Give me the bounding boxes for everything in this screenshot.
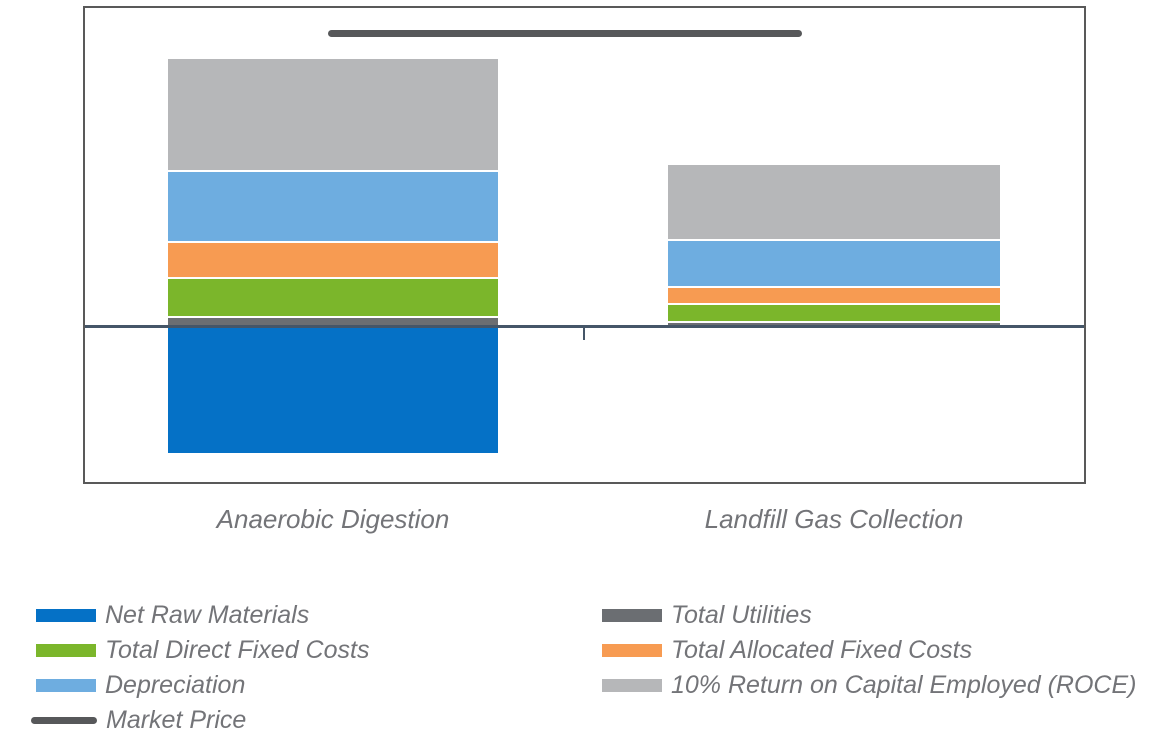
legend-left-column: Net Raw Materials Total Direct Fixed Cos… (31, 598, 369, 738)
bar-segment-depreciation[interactable] (168, 172, 498, 241)
bar-segment-10-return-on-capital-employed-roce[interactable] (168, 59, 498, 170)
legend-item-total-allocated-fixed-costs[interactable]: Total Allocated Fixed Costs (602, 633, 1136, 668)
legend-item-market-price[interactable]: Market Price (31, 703, 369, 738)
legend-swatch-depreciation (36, 679, 96, 692)
legend-label: Depreciation (105, 671, 246, 699)
legend-label: Market Price (106, 706, 247, 734)
category-label-anaerobic-digestion: Anaerobic Digestion (216, 504, 450, 534)
bar-segment-total-direct-fixed-costs[interactable] (668, 305, 1000, 321)
bar-segment-10-return-on-capital-employed-roce[interactable] (668, 165, 1000, 239)
legend-swatch-net-raw-materials (36, 609, 96, 622)
legend-label: Total Direct Fixed Costs (105, 636, 370, 664)
bar-segment-total-allocated-fixed-costs[interactable] (168, 243, 498, 277)
legend-swatch-total-utilities (602, 609, 662, 622)
legend-item-depreciation[interactable]: Depreciation (36, 668, 369, 703)
legend-label: Total Allocated Fixed Costs (671, 636, 973, 664)
market-price-line[interactable] (328, 29, 802, 37)
axis-tick (583, 328, 585, 340)
legend-swatch-roce (602, 679, 662, 692)
legend-label: Net Raw Materials (105, 601, 310, 629)
legend-label: 10% Return on Capital Employed (ROCE) (671, 671, 1137, 699)
plot-area (83, 6, 1086, 484)
category-label-landfill-gas-collection: Landfill Gas Collection (704, 504, 964, 534)
legend-swatch-total-direct-fixed-costs (36, 644, 96, 657)
legend-swatch-market-price-line (31, 717, 97, 724)
bar-segment-net-raw-materials[interactable] (168, 328, 498, 453)
legend-item-net-raw-materials[interactable]: Net Raw Materials (36, 598, 369, 633)
value-axis-zero-line (85, 325, 1084, 328)
bar-segment-total-direct-fixed-costs[interactable] (168, 279, 498, 316)
legend-swatch-total-allocated-fixed-costs (602, 644, 662, 657)
legend-item-total-utilities[interactable]: Total Utilities (602, 598, 1136, 633)
bar-segment-depreciation[interactable] (668, 241, 1000, 286)
bar-segment-total-allocated-fixed-costs[interactable] (668, 288, 1000, 303)
legend-item-total-direct-fixed-costs[interactable]: Total Direct Fixed Costs (36, 633, 369, 668)
bar-segment-total-utilities[interactable] (668, 323, 1000, 325)
legend-label: Total Utilities (671, 601, 812, 629)
legend-item-roce[interactable]: 10% Return on Capital Employed (ROCE) (602, 668, 1136, 703)
legend-right-column: Total Utilities Total Allocated Fixed Co… (602, 598, 1136, 703)
bar-segment-total-utilities[interactable] (168, 318, 498, 325)
